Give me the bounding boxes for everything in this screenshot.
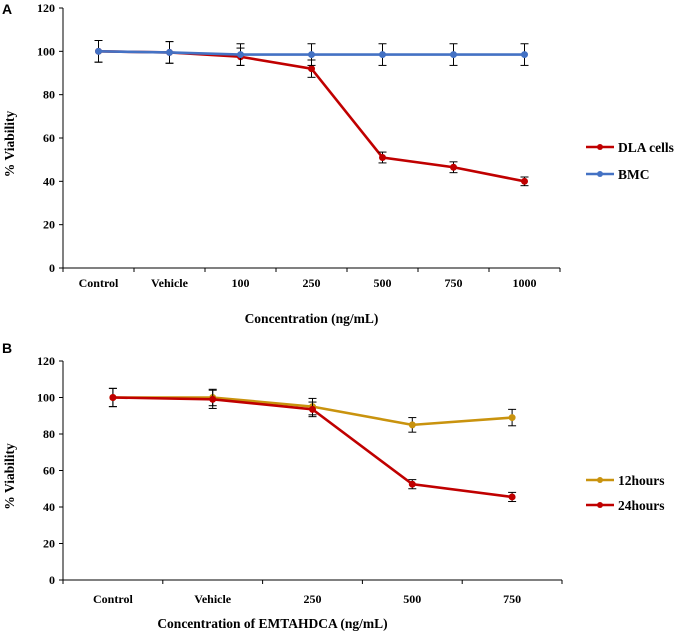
y-tick-label: 40 xyxy=(43,500,55,514)
data-point xyxy=(309,405,316,413)
legend-label: DLA cells xyxy=(618,140,674,155)
legend-swatch-marker xyxy=(597,502,603,508)
y-axis-label: % Viability xyxy=(2,111,17,178)
x-tick-label: Vehicle xyxy=(194,592,232,606)
y-axis-label: % Viability xyxy=(2,443,17,510)
panel-label-B: B xyxy=(2,340,12,356)
y-tick-label: 60 xyxy=(43,131,55,145)
data-point xyxy=(379,154,386,161)
y-tick-label: 20 xyxy=(43,537,55,551)
data-point xyxy=(109,394,117,401)
data-point xyxy=(508,414,516,422)
x-tick-label: 250 xyxy=(304,592,322,606)
x-tick-label: 1000 xyxy=(513,276,537,290)
data-point xyxy=(450,51,457,59)
x-axis-label: Concentration (ng/mL) xyxy=(245,311,379,326)
data-point xyxy=(521,51,528,59)
y-tick-label: 40 xyxy=(43,174,55,188)
x-tick-label: 750 xyxy=(445,276,463,290)
x-tick-label: 100 xyxy=(232,276,250,290)
data-point xyxy=(521,177,528,185)
y-tick-label: 0 xyxy=(49,261,55,275)
legend-swatch-marker xyxy=(597,144,603,150)
x-tick-label: 250 xyxy=(303,276,321,290)
legend-label: BMC xyxy=(618,167,650,182)
data-point xyxy=(95,47,102,55)
series-bmc xyxy=(94,40,529,66)
data-point xyxy=(408,480,416,488)
y-tick-label: 80 xyxy=(43,88,55,102)
y-tick-label: 80 xyxy=(43,427,55,441)
y-tick-label: 0 xyxy=(49,573,55,587)
legend-swatch-marker xyxy=(597,477,603,483)
data-point xyxy=(450,163,457,171)
data-point xyxy=(166,48,173,56)
data-point xyxy=(237,51,244,59)
y-tick-label: 60 xyxy=(43,464,55,478)
x-axis-label: Concentration of EMTAHDCA (ng/mL) xyxy=(157,616,387,631)
x-tick-label: Control xyxy=(79,276,119,290)
data-point xyxy=(308,65,315,73)
x-tick-label: Control xyxy=(93,592,133,606)
data-point xyxy=(408,421,416,429)
x-tick-label: 500 xyxy=(374,276,392,290)
x-tick-label: Vehicle xyxy=(151,276,189,290)
y-tick-label: 120 xyxy=(37,354,55,368)
data-point xyxy=(379,51,386,59)
data-point xyxy=(209,395,217,403)
x-tick-label: 750 xyxy=(503,592,521,606)
panel-label-A: A xyxy=(2,1,12,17)
data-point xyxy=(508,493,516,501)
data-point xyxy=(308,51,315,59)
legend-label: 12hours xyxy=(618,473,665,488)
y-tick-label: 20 xyxy=(43,218,55,232)
series-24hours xyxy=(108,387,517,503)
y-tick-label: 100 xyxy=(37,391,55,405)
y-tick-label: 100 xyxy=(37,44,55,58)
legend-swatch-marker xyxy=(597,171,603,177)
y-tick-label: 120 xyxy=(37,1,55,15)
legend-label: 24hours xyxy=(618,498,665,513)
x-tick-label: 500 xyxy=(403,592,421,606)
